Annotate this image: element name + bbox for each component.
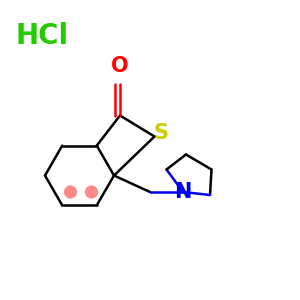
Circle shape	[64, 185, 77, 199]
Text: O: O	[111, 56, 129, 76]
Circle shape	[85, 185, 98, 199]
Text: HCl: HCl	[15, 22, 69, 50]
Text: N: N	[174, 182, 192, 202]
Text: S: S	[154, 124, 169, 143]
